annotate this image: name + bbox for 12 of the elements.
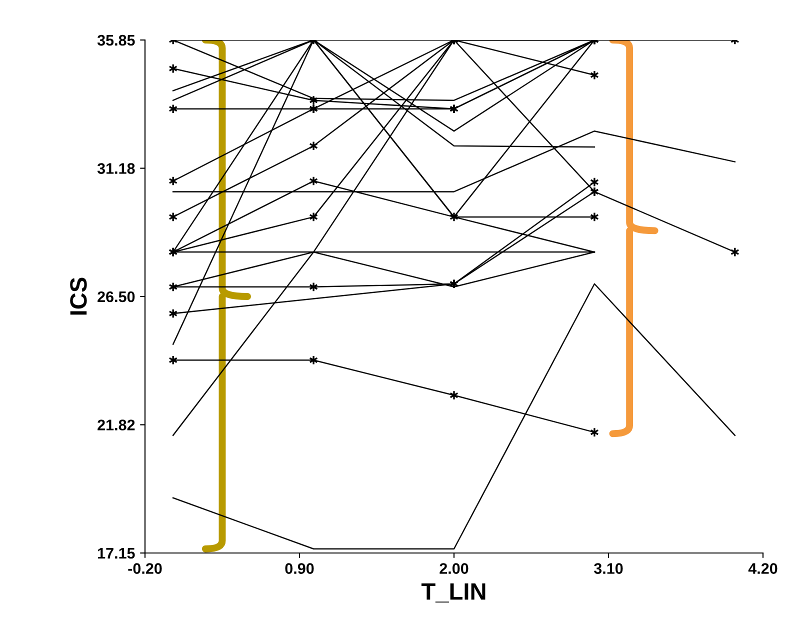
x-tick-label: 0.90	[285, 563, 314, 574]
y-axis-title: ICS	[70, 278, 87, 315]
x-tick-label: 2.00	[440, 563, 468, 574]
y-tick-label: 17.15	[98, 548, 135, 559]
y-tick-label: 21.82	[98, 420, 135, 430]
y-tick-label: 26.50	[98, 291, 135, 302]
x-tick-label: 4.20	[748, 563, 778, 574]
y-tick-label: 31.18	[97, 163, 135, 174]
x-tick-label: 3.10	[594, 563, 623, 574]
x-axis-title: T_LIN	[421, 583, 486, 603]
y-tick-label: 35.85	[97, 34, 135, 46]
x-tick-label: -0.20	[128, 563, 162, 574]
